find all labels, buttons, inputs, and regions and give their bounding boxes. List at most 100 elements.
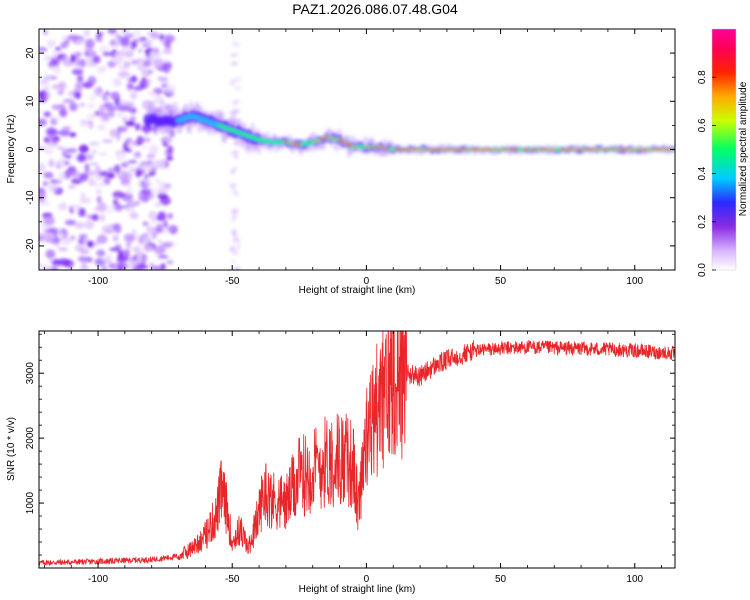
spectral-noise-cell (122, 116, 128, 124)
spectral-noise-cell (125, 120, 136, 127)
spectral-noise-cell (107, 173, 116, 179)
spectral-noise-cell (119, 36, 130, 47)
snr-y-tick-label: 2000 (25, 427, 36, 450)
spectral-noise-cell (105, 91, 110, 96)
spectral-noise-cell (39, 142, 43, 147)
spectral-noise-cell (39, 201, 51, 206)
spectral-noise-cell (127, 160, 138, 164)
spectral-noise-cell (64, 219, 77, 226)
spectral-noise-cell (125, 172, 133, 180)
spectral-noise-cell (163, 220, 168, 229)
spectral-heatmap (39, 29, 675, 270)
spectral-noise-cell (59, 233, 65, 238)
spectral-noise-cell (135, 168, 142, 178)
spectral-noise-cell (166, 145, 174, 155)
spectral-noise-cell (110, 39, 115, 46)
spectral-noise-cell (138, 80, 149, 89)
colorbar-tick-label: 0.6 (697, 118, 708, 132)
spectral-noise-cell (157, 76, 163, 82)
spectral-noise-cell (114, 53, 124, 64)
spectral-noise-cell (42, 181, 49, 187)
spectral-noise-cell (157, 254, 169, 259)
spectral-noise-cell (130, 75, 138, 83)
snr-y-ticks: 1000 2000 3000 (25, 333, 675, 556)
spectral-noise-cell (83, 153, 94, 161)
spectral-noise-cell (113, 223, 122, 234)
spectral-noise-cell (107, 61, 116, 68)
spectral-noise-cell (126, 81, 134, 92)
spectral-noise-cell (88, 141, 100, 146)
spectral-noise-cell (166, 260, 174, 265)
spectral-noise-cell (44, 75, 55, 81)
spectral-noise-cell (161, 241, 174, 247)
snr-frame (38, 330, 676, 569)
spectral-ridge-peak (369, 145, 374, 149)
spectral-noise-cell (230, 61, 239, 66)
spectral-noise-cell (73, 91, 82, 99)
spectral-noise-cell (118, 205, 130, 209)
snr-y-label: SNR (10 * v/v) (6, 417, 17, 481)
snr-x-label: Height of straight line (km) (299, 584, 416, 595)
spectral-noise-cell (96, 234, 108, 244)
colorbar-frame (711, 28, 737, 271)
spectral-noise-cell (68, 170, 81, 178)
spectral-noise-cell (164, 84, 176, 93)
spectral-noise-cell (109, 247, 120, 251)
spectral-noise-cell (142, 60, 152, 68)
spectral-noise-cell (52, 49, 58, 60)
spectral-noise-cell (229, 80, 235, 87)
spectral-noise-cell (156, 223, 163, 233)
spectral-noise-cell (141, 145, 149, 150)
spectral-noise-cell (159, 79, 170, 84)
spectral-noise-cell (129, 115, 137, 122)
spectral-noise-cell (57, 203, 67, 211)
spectral-noise-cell (162, 47, 173, 55)
spectral-noise-cell (234, 154, 239, 160)
spectral-noise-cell (95, 189, 102, 195)
spectral-noise-cell (107, 167, 115, 175)
colorbar: 0.0 0.2 0.4 0.6 0.8 Normalized spectral ampl… (697, 28, 749, 277)
spectral-noise-cell (86, 113, 97, 119)
spectral-noise-cell (39, 109, 45, 113)
spectral-noise-cell (136, 58, 145, 63)
spectral-noise-cell (234, 85, 242, 92)
spectral-x-tick-label: -50 (225, 276, 240, 287)
spectral-x-ticks: -100 -50 0 50 100 (43, 29, 662, 287)
spectral-noise-cell (76, 154, 87, 163)
spectral-noise-cell (130, 91, 138, 100)
spectral-ridge-peak (364, 145, 369, 149)
snr-y-tick-label: 3000 (25, 362, 36, 385)
snr-x-tick-label: -50 (225, 574, 240, 585)
spectral-noise-cell (91, 214, 99, 221)
spectral-noise-cell (129, 211, 139, 220)
spectral-noise-cell (107, 111, 115, 118)
spectral-noise-cell (63, 161, 71, 165)
spectral-ridge-peak (337, 138, 342, 141)
spectral-noise-cell (234, 51, 240, 56)
spectral-noise-cell (232, 238, 241, 244)
spectral-noise-cell (67, 34, 80, 40)
spectral-noise-cell (87, 240, 94, 248)
spectral-y-tick-label: 20 (25, 47, 36, 59)
spectral-noise-cell (149, 144, 159, 155)
spectral-noise-cell (101, 93, 108, 101)
spectral-noise-cell (123, 60, 131, 68)
spectral-noise-cell (95, 175, 103, 180)
spectral-noise-cell (74, 221, 85, 230)
spectral-noise-cell (122, 255, 128, 262)
spectral-noise-cell (233, 43, 242, 48)
spectral-noise-cell (114, 164, 121, 174)
spectral-noise-cell (79, 247, 90, 255)
spectral-noise-cell (54, 46, 62, 51)
spectral-noise-cell (62, 126, 72, 131)
spectral-noise-cell (158, 243, 166, 253)
spectral-noise-cell (133, 151, 142, 158)
spectral-ridge-peak (340, 140, 345, 143)
colorbar-tick-label: 0.0 (697, 263, 708, 277)
spectral-noise-cell (126, 208, 131, 213)
spectral-noise-cell (45, 249, 56, 259)
spectral-noise-cell (70, 178, 82, 185)
colorbar-tick-label: 0.8 (697, 70, 708, 84)
spectral-noise-cell (57, 89, 65, 95)
